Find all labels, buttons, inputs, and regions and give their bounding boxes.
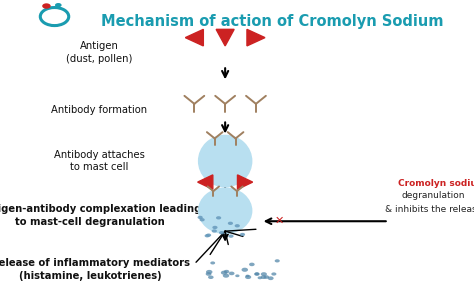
Text: Mechanism of action of Cromolyn Sodium: Mechanism of action of Cromolyn Sodium xyxy=(101,14,444,29)
Circle shape xyxy=(249,263,255,266)
Circle shape xyxy=(42,3,51,9)
Circle shape xyxy=(229,272,235,275)
Circle shape xyxy=(206,270,212,274)
Circle shape xyxy=(210,261,215,265)
Circle shape xyxy=(271,272,276,276)
Circle shape xyxy=(212,226,218,229)
Circle shape xyxy=(246,275,250,277)
Circle shape xyxy=(261,275,266,279)
Circle shape xyxy=(242,268,248,272)
Circle shape xyxy=(228,222,233,225)
Circle shape xyxy=(200,218,205,222)
Text: & inhibits the release: & inhibits the release xyxy=(385,205,474,214)
Polygon shape xyxy=(185,29,203,46)
Circle shape xyxy=(208,275,214,279)
Circle shape xyxy=(212,229,217,233)
Circle shape xyxy=(235,224,240,228)
Polygon shape xyxy=(237,175,253,189)
Circle shape xyxy=(268,276,273,280)
Text: Antibody formation: Antibody formation xyxy=(52,105,147,115)
Circle shape xyxy=(223,274,229,278)
Text: Antigen-antibody complexation leading
to mast-cell degranulation: Antigen-antibody complexation leading to… xyxy=(0,204,202,227)
Text: ✕: ✕ xyxy=(275,216,284,226)
Ellipse shape xyxy=(198,135,252,187)
Circle shape xyxy=(264,275,269,279)
Circle shape xyxy=(257,276,262,279)
Circle shape xyxy=(216,216,221,219)
Polygon shape xyxy=(198,175,213,189)
Circle shape xyxy=(219,231,224,234)
Circle shape xyxy=(235,275,239,277)
Text: degranulation: degranulation xyxy=(402,191,465,200)
Circle shape xyxy=(240,233,245,236)
Text: Release of inflammatory mediators
(histamine, leukotrienes): Release of inflammatory mediators (hista… xyxy=(0,258,190,281)
Text: Antigen
(dust, pollen): Antigen (dust, pollen) xyxy=(66,41,133,64)
Circle shape xyxy=(228,234,234,238)
Circle shape xyxy=(206,272,211,276)
Circle shape xyxy=(245,275,251,279)
Circle shape xyxy=(205,234,210,237)
Circle shape xyxy=(221,271,227,275)
Polygon shape xyxy=(216,29,234,46)
Circle shape xyxy=(275,259,280,262)
Circle shape xyxy=(261,272,267,276)
Circle shape xyxy=(198,216,203,219)
Circle shape xyxy=(255,272,259,275)
Ellipse shape xyxy=(198,187,252,234)
Circle shape xyxy=(206,234,211,237)
Polygon shape xyxy=(247,29,265,46)
Circle shape xyxy=(254,272,260,276)
Circle shape xyxy=(55,3,62,7)
Text: Antibody attaches
to mast cell: Antibody attaches to mast cell xyxy=(54,150,145,172)
Circle shape xyxy=(224,270,229,273)
Text: Cromolyn sodium: Cromolyn sodium xyxy=(398,179,474,188)
